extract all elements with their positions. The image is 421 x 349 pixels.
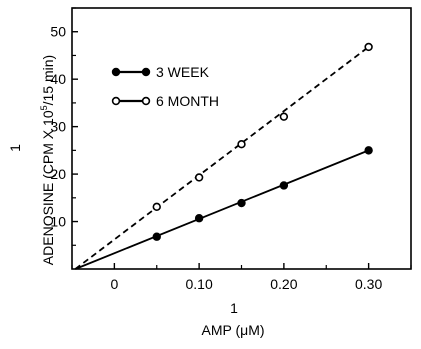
- legend-marker: [141, 67, 151, 77]
- data-point: [279, 112, 289, 121]
- legend-label: 3 WEEK: [156, 64, 210, 80]
- y-label-prefix: ADENOSINE (CPM X 10: [40, 110, 56, 265]
- y-label-superscript: 5: [39, 105, 49, 110]
- y-tick-label: 20: [50, 166, 66, 182]
- data-point: [237, 198, 246, 208]
- series-line: [75, 149, 369, 270]
- data-point: [194, 173, 204, 182]
- y-tick-label: 50: [50, 24, 66, 40]
- x-tick-label: 0: [110, 276, 118, 292]
- data-point: [194, 214, 204, 223]
- data-point: [364, 146, 373, 155]
- y-tick-label: 10: [50, 214, 66, 230]
- legend-marker: [141, 96, 151, 106]
- y-tick-label: 30: [50, 119, 66, 135]
- x-tick-label: 0.10: [186, 276, 213, 292]
- data-point: [152, 232, 161, 241]
- plot-frame: [71, 7, 412, 270]
- x-label-numerator: 1: [230, 300, 238, 316]
- legend-marker: [111, 96, 121, 106]
- data-point: [237, 139, 246, 149]
- x-tick-label: 0.20: [270, 276, 297, 292]
- y-label-suffix: /15 min): [40, 55, 56, 106]
- y-label-denominator: ADENOSINE (CPM X 105/15 min): [39, 55, 56, 265]
- x-label-denominator: AMP (μM): [201, 322, 264, 338]
- y-label-numerator: 1: [7, 144, 23, 152]
- y-tick-label: 40: [50, 71, 66, 87]
- data-point: [279, 181, 289, 190]
- data-point: [152, 202, 161, 212]
- series-line: [74, 46, 370, 270]
- legend-marker: [111, 67, 121, 77]
- x-tick-label: 0.30: [355, 276, 382, 292]
- data-point: [364, 42, 373, 52]
- legend-label: 6 MONTH: [156, 93, 219, 109]
